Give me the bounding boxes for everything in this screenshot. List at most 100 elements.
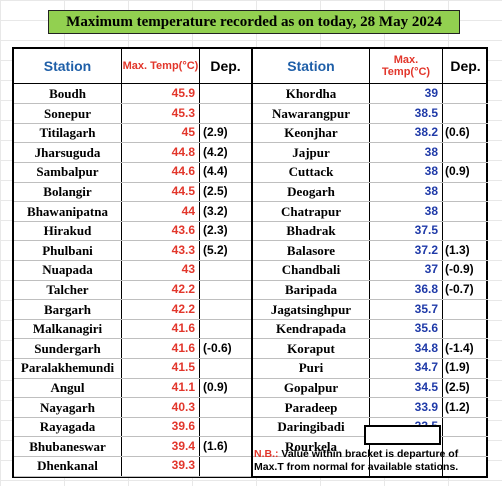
- column-divider: [199, 49, 200, 476]
- row-divider: [253, 416, 488, 418]
- max-temp-cell: 40.3: [171, 399, 195, 414]
- departure-cell: (2.3): [203, 223, 228, 238]
- max-temp-cell: 45.3: [171, 105, 195, 120]
- table-row: Bhadrak 37.5: [14, 221, 486, 241]
- table-row: Hirakud 43.6 (2.3): [14, 221, 486, 241]
- header-dep-right: Dep.: [450, 58, 481, 74]
- row-divider: [253, 240, 488, 242]
- station-cell: Bhubaneswar: [29, 438, 106, 454]
- max-temp-cell: 37: [424, 262, 438, 277]
- station-cell: Dhenkanal: [37, 458, 98, 474]
- station-cell: Cuttack: [288, 164, 334, 180]
- table-row: Chandbali 37 (-0.9): [14, 260, 486, 280]
- max-temp-cell: 38: [424, 144, 438, 159]
- table-row: Nayagarh 40.3: [14, 398, 486, 418]
- table-row: Balasore 37.2 (1.3): [14, 241, 486, 261]
- departure-cell: (0.9): [445, 164, 470, 179]
- row-divider: [14, 181, 251, 183]
- max-temp-cell: 43.3: [171, 242, 195, 257]
- departure-cell: (1.9): [445, 360, 470, 375]
- table-row: Kendrapada 35.6: [14, 319, 486, 339]
- table-row: Sambalpur 44.6 (4.4): [14, 162, 486, 182]
- row-divider: [14, 475, 251, 477]
- table-row: Jajpur 38: [14, 143, 486, 163]
- footnote: N.B.: Value within bracket is departure …: [254, 448, 486, 474]
- max-temp-cell: 44.6: [171, 164, 195, 179]
- row-divider: [14, 259, 251, 261]
- table-row: Bargarh 42.2: [14, 300, 486, 320]
- station-cell: Hirakud: [43, 223, 92, 239]
- table-row: Deogarh 38: [14, 182, 486, 202]
- page-title: Maximum temperature recorded as on today…: [48, 10, 460, 34]
- station-cell: Chatrapur: [281, 203, 341, 219]
- max-temp-cell: 45.9: [171, 86, 195, 100]
- station-cell: Khordha: [285, 86, 337, 101]
- station-cell: Jharsuguda: [34, 144, 101, 160]
- station-cell: Deogarh: [287, 184, 335, 199]
- table-row: Titilagarh 45 (2.9): [14, 123, 486, 143]
- table-row: Chatrapur 38: [14, 202, 486, 222]
- max-temp-cell: 34.5: [414, 380, 438, 394]
- row-divider: [14, 122, 251, 124]
- table-row: Angul 41.1 (0.9): [14, 378, 486, 398]
- row-divider: [253, 299, 488, 301]
- max-temp-cell: 39.4: [171, 438, 195, 453]
- table-row: Nawarangpur 38.5: [14, 104, 486, 124]
- max-temp-cell: 41.5: [171, 360, 195, 375]
- row-divider: [253, 201, 488, 203]
- table-row: Keonjhar 38.2 (0.6): [14, 123, 486, 143]
- header-dep-left: Dep.: [210, 58, 241, 74]
- departure-cell: (4.2): [203, 144, 228, 159]
- max-temp-cell: 39.6: [171, 419, 195, 434]
- header-station-right: Station: [287, 58, 335, 74]
- station-cell: Daringibadi: [277, 419, 345, 435]
- row-divider: [14, 455, 251, 457]
- table-row: Paradeep 33.9 (1.2): [14, 398, 486, 418]
- table-row: Sonepur 45.3: [14, 104, 486, 124]
- station-cell: Sundergarh: [34, 340, 101, 356]
- departure-cell: (2.5): [445, 380, 470, 394]
- station-cell: Bhadrak: [286, 223, 336, 239]
- row-divider: [253, 455, 488, 457]
- max-temp-cell: 34.7: [414, 360, 438, 375]
- departure-cell: (0.6): [445, 125, 470, 140]
- station-cell: Sonepur: [44, 105, 91, 121]
- row-divider: [14, 201, 251, 203]
- station-cell: Puri: [298, 360, 324, 376]
- max-temp-cell: 42.2: [171, 301, 195, 316]
- table-row: Jharsuguda 44.8 (4.2): [14, 143, 486, 163]
- max-temp-cell: 35.6: [414, 321, 438, 336]
- departure-cell: (-0.7): [445, 282, 474, 296]
- header-max-right: Max. Temp(°C): [381, 54, 431, 78]
- footnote-label: N.B.:: [254, 448, 279, 460]
- station-cell: Rourkela: [285, 438, 337, 454]
- max-temp-cell: 44: [181, 203, 195, 218]
- row-divider: [253, 279, 488, 281]
- row-divider: [253, 259, 488, 261]
- selected-cell[interactable]: [364, 425, 441, 445]
- header-divider: [14, 83, 486, 84]
- max-temp-cell: 42.2: [171, 282, 195, 296]
- max-temp-cell: 35.7: [414, 301, 438, 316]
- table-row: Bhubaneswar 39.4 (1.6): [14, 437, 486, 457]
- max-temp-cell: 41.6: [171, 340, 195, 355]
- station-cell: Baripada: [284, 282, 337, 297]
- station-cell: Bargarh: [44, 301, 91, 317]
- table-row: Khordha 39: [14, 84, 486, 104]
- max-temp-cell: 44.8: [171, 144, 195, 159]
- column-divider: [369, 49, 370, 476]
- table-row: Sundergarh 41.6 (-0.6): [14, 339, 486, 359]
- table-row: Paralakhemundi 41.5: [14, 358, 486, 378]
- max-temp-cell: 38.5: [414, 105, 438, 120]
- table-row: Koraput 34.8 (-1.4): [14, 339, 486, 359]
- station-cell: Phulbani: [42, 242, 93, 258]
- column-divider: [121, 49, 122, 476]
- table-row: Bhawanipatna 44 (3.2): [14, 202, 486, 222]
- max-temp-cell: 33.9: [414, 399, 438, 414]
- station-cell: Nawarangpur: [271, 105, 350, 121]
- max-temp-cell: 44.5: [171, 184, 195, 198]
- header-max-left: Max. Temp(°C): [122, 60, 199, 72]
- station-cell: Talcher: [46, 282, 89, 297]
- station-cell: Balasore: [286, 242, 336, 258]
- station-cell: Paradeep: [284, 399, 338, 415]
